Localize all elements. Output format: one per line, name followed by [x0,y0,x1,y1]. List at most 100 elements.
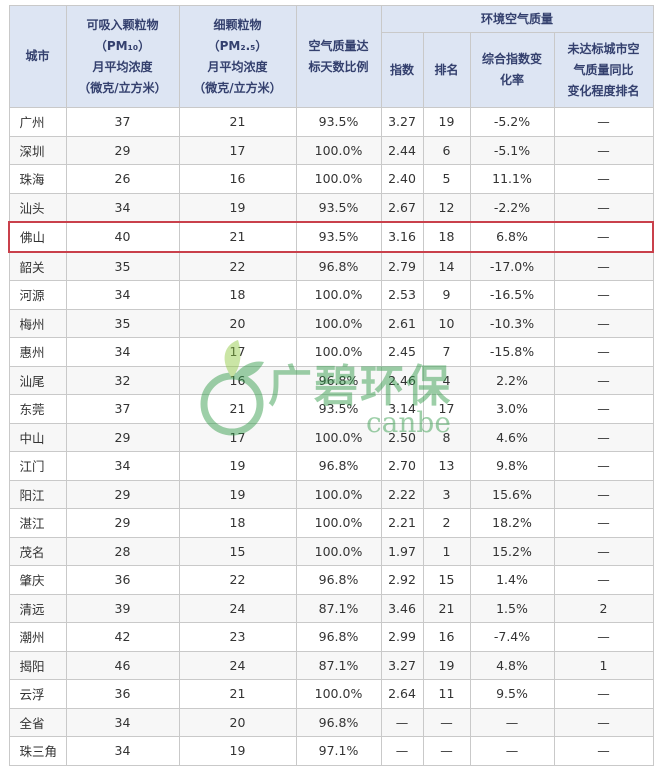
cell-change: 11.1% [469,164,555,194]
cell-ratio: 96.8% [295,707,382,737]
cell-index: 2.53 [380,280,424,310]
cell-city: 广州 [8,107,67,137]
header-change-line: 综合指数变 [481,52,542,66]
cell-pm25: 16 [178,365,297,395]
cell-pm10: 29 [65,479,180,509]
cell-city: 揭阳 [8,650,67,680]
cell-change: 15.2% [469,536,555,566]
cell-pm25: 20 [178,308,297,338]
cell-pm25: 17 [178,135,297,165]
cell-nonstd: — [553,736,654,766]
cell-pm25: 24 [178,650,297,680]
cell-ratio: 93.5% [295,192,382,223]
cell-ratio: 100.0% [295,508,382,538]
cell-rank: 11 [422,679,471,709]
cell-rank: — [422,707,471,737]
header-pm25-line: （PM₂.₅） [207,38,268,53]
cell-change: -16.5% [469,280,555,310]
cell-index: — [380,707,424,737]
cell-nonstd: — [553,107,654,137]
cell-ratio: 96.8% [295,365,382,395]
cell-pm10: 34 [65,707,180,737]
air-quality-table: 城市 可吸入颗粒物 （PM₁₀） 月平均浓度 （微克/立方米） 细颗粒物 （PM… [8,5,655,766]
cell-pm25: 19 [178,192,297,223]
cell-pm25: 17 [178,422,297,452]
cell-rank: 7 [422,337,471,367]
header-pm25-line: 月平均浓度 [207,59,268,74]
cell-pm25: 19 [178,451,297,481]
cell-pm25: 19 [178,736,297,766]
cell-nonstd: — [553,365,654,395]
cell-change: — [469,736,555,766]
cell-change: 2.2% [469,365,555,395]
table-row: 韶关 35 22 96.8% 2.79 14 -17.0% — [8,251,654,281]
cell-index: 2.21 [380,508,424,538]
cell-pm25: 20 [178,707,297,737]
cell-pm10: 34 [65,736,180,766]
header-pm10: 可吸入颗粒物 （PM₁₀） 月平均浓度 （微克/立方米） [65,5,180,108]
table-row: 潮州 42 23 96.8% 2.99 16 -7.4% — [8,622,654,652]
cell-nonstd: — [553,451,654,481]
cell-city: 清远 [8,593,67,623]
cell-pm25: 17 [178,337,297,367]
cell-nonstd: — [553,164,654,194]
header-change: 综合指数变 化率 [469,32,555,108]
cell-nonstd: — [553,679,654,709]
cell-change: -7.4% [469,622,555,652]
cell-change: — [469,707,555,737]
table-row: 云浮 36 21 100.0% 2.64 11 9.5% — [8,679,654,709]
cell-nonstd: — [553,508,654,538]
cell-ratio: 100.0% [295,135,382,165]
cell-index: 2.45 [380,337,424,367]
cell-pm25: 24 [178,593,297,623]
cell-nonstd: — [553,422,654,452]
cell-rank: — [422,736,471,766]
cell-change: 15.6% [469,479,555,509]
cell-index: 2.46 [380,365,424,395]
table-row: 中山 29 17 100.0% 2.50 8 4.6% — [8,422,654,452]
table-row: 佛山 40 21 93.5% 3.16 18 6.8% — [8,221,655,253]
header-pm25-line: （微克/立方米） [193,80,282,95]
cell-ratio: 97.1% [295,736,382,766]
cell-pm10: 29 [65,135,180,165]
cell-change: 4.6% [469,422,555,452]
header-group: 环境空气质量 [380,5,654,33]
cell-city: 河源 [8,280,67,310]
cell-change: 18.2% [469,508,555,538]
table-row: 揭阳 46 24 87.1% 3.27 19 4.8% 1 [8,650,654,680]
table-header: 城市 可吸入颗粒物 （PM₁₀） 月平均浓度 （微克/立方米） 细颗粒物 （PM… [8,5,654,108]
cell-city: 汕头 [8,192,67,223]
table-row: 梅州 35 20 100.0% 2.61 10 -10.3% — [8,308,654,338]
cell-nonstd: — [553,308,654,338]
cell-nonstd: — [553,280,654,310]
cell-pm10: 37 [65,107,180,137]
cell-rank: 5 [422,164,471,194]
cell-index: 2.64 [380,679,424,709]
cell-nonstd: — [553,192,654,223]
cell-pm25: 19 [178,479,297,509]
cell-city: 湛江 [8,508,67,538]
cell-index: 1.97 [380,536,424,566]
header-city: 城市 [8,5,67,108]
cell-ratio: 93.5% [295,394,382,424]
cell-pm25: 23 [178,622,297,652]
cell-nonstd: — [553,337,654,367]
cell-city: 江门 [8,451,67,481]
cell-ratio: 100.0% [295,536,382,566]
cell-index: 2.92 [380,565,424,595]
table-row: 湛江 29 18 100.0% 2.21 2 18.2% — [8,508,654,538]
header-pm25: 细颗粒物 （PM₂.₅） 月平均浓度 （微克/立方米） [178,5,297,108]
cell-index: 3.27 [380,107,424,137]
cell-ratio: 100.0% [295,479,382,509]
cell-ratio: 100.0% [295,337,382,367]
cell-pm25: 16 [178,164,297,194]
cell-ratio: 100.0% [295,280,382,310]
cell-pm10: 36 [65,679,180,709]
cell-pm10: 28 [65,536,180,566]
cell-pm25: 21 [178,679,297,709]
cell-index: 2.70 [380,451,424,481]
cell-change: -5.2% [469,107,555,137]
cell-change: 4.8% [469,650,555,680]
cell-city: 梅州 [8,308,67,338]
cell-ratio: 93.5% [295,221,382,253]
